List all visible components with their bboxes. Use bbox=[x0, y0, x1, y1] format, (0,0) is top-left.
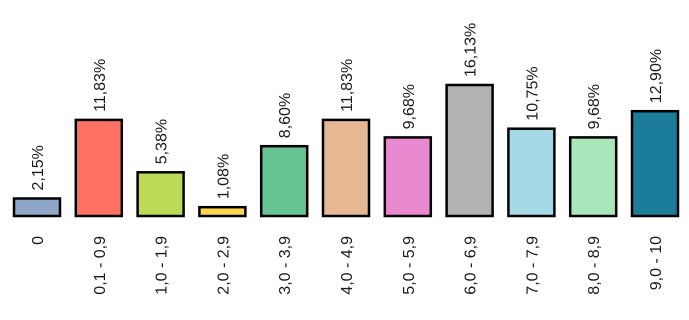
bar-2 bbox=[136, 171, 185, 218]
bar-0 bbox=[12, 197, 62, 218]
bar-5 bbox=[321, 118, 371, 218]
value-label-9: 9,68% bbox=[586, 84, 603, 129]
value-label-2: 5,38% bbox=[154, 119, 171, 164]
value-label-0: 2,15% bbox=[30, 145, 47, 190]
value-labels-group: 2,15% 11,83% 5,38% 1,08% 8,60% 11,83% 9,68% 16,… bbox=[30, 23, 665, 199]
bar-7 bbox=[445, 83, 494, 218]
value-label-6: 9,68% bbox=[401, 84, 418, 129]
category-label-1: 0,1 - 0,9 bbox=[92, 236, 109, 295]
category-label-4: 3,0 - 3,9 bbox=[277, 236, 294, 295]
category-label-3: 2,0 - 2,9 bbox=[215, 236, 232, 295]
value-label-4: 8,60% bbox=[277, 93, 294, 138]
category-labels-group: 0 0,1 - 0,9 1,0 - 1,9 2,0 - 2,9 3,0 - 3,9 4,0… bbox=[30, 236, 665, 295]
bar-6 bbox=[383, 136, 433, 218]
bar-9 bbox=[568, 136, 618, 218]
category-label-7: 6,0 - 6,9 bbox=[463, 236, 480, 295]
value-label-8: 10,75% bbox=[524, 66, 541, 120]
bar-3 bbox=[198, 205, 247, 218]
value-label-7: 16,13% bbox=[463, 23, 480, 77]
category-label-6: 5,0 - 5,9 bbox=[401, 236, 418, 295]
category-label-9: 8,0 - 8,9 bbox=[586, 236, 603, 295]
value-label-10: 12,90% bbox=[648, 49, 665, 103]
category-label-2: 1,0 - 1,9 bbox=[154, 236, 171, 295]
category-label-0: 0 bbox=[30, 236, 47, 245]
value-label-3: 1,08% bbox=[215, 154, 232, 199]
category-label-8: 7,0 - 7,9 bbox=[524, 236, 541, 295]
bar-4 bbox=[259, 144, 309, 218]
bar-8 bbox=[507, 127, 556, 218]
value-label-5: 11,83% bbox=[339, 59, 356, 112]
bar-1 bbox=[74, 118, 124, 218]
value-label-1: 11,83% bbox=[92, 59, 109, 112]
bars-group bbox=[12, 83, 680, 218]
category-label-5: 4,0 - 4,9 bbox=[339, 236, 356, 295]
bar-10 bbox=[630, 109, 680, 218]
category-label-10: 9,0 - 10 bbox=[648, 236, 665, 290]
